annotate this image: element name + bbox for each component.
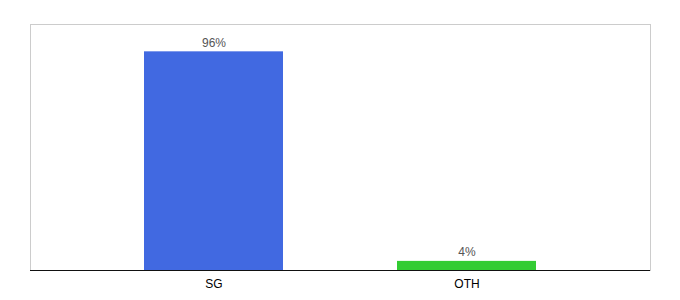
svg-text:OTH: OTH <box>454 277 479 291</box>
svg-text:96%: 96% <box>202 36 226 50</box>
svg-text:SG: SG <box>205 277 222 291</box>
svg-text:4%: 4% <box>458 245 476 259</box>
